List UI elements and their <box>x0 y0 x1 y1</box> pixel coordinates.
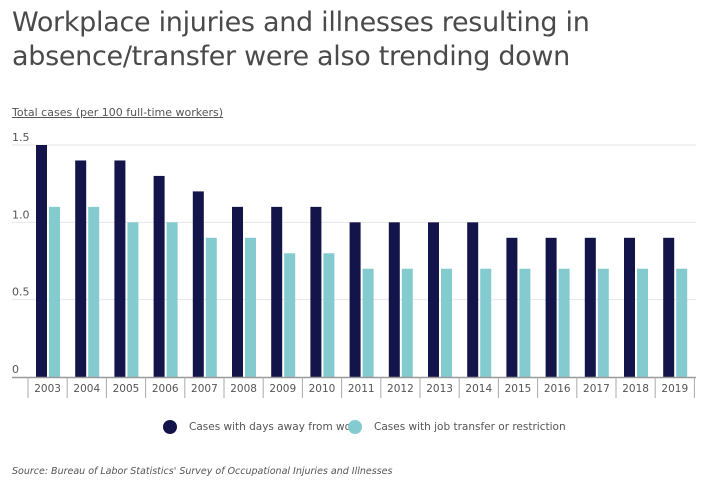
bar-job-transfer-2005 <box>127 222 139 377</box>
chart-title-line-1: Workplace injuries and illnesses resulti… <box>12 7 590 38</box>
legend-swatch-days-away <box>163 420 177 434</box>
x-tick-label: 2009 <box>269 383 296 395</box>
legend: Cases with days away from work Cases wit… <box>0 420 714 442</box>
x-axis: 2003 2004 2005 2006 2007 2008 2009 2010 2011 2012… <box>12 376 696 398</box>
legend-item-days-away: Cases with days away from work <box>163 420 361 434</box>
bar-days-away-2011 <box>349 222 361 377</box>
y-axis-label: Total cases (per 100 full-time workers) <box>12 106 224 119</box>
legend-label-days-away: Cases with days away from work <box>189 421 362 433</box>
bar-job-transfer-2012 <box>401 268 413 377</box>
bar-job-transfer-2013 <box>441 268 452 377</box>
bar-days-away-2013 <box>428 222 439 377</box>
bar-days-away-2014 <box>467 222 479 377</box>
bar-days-away-2012 <box>388 222 400 377</box>
x-tick-label: 2010 <box>309 383 336 395</box>
bar-days-away-2007 <box>192 191 204 377</box>
bar-days-away-2003 <box>36 145 47 377</box>
x-tick-label: 2014 <box>465 383 492 395</box>
bar-job-transfer-2017 <box>597 268 609 377</box>
x-tick-label: 2012 <box>387 383 414 395</box>
x-tick-label: 2006 <box>152 383 179 395</box>
x-tick-label: 2007 <box>191 383 218 395</box>
bar-job-transfer-2007 <box>205 237 217 377</box>
bar-days-away-2005 <box>114 160 126 377</box>
bar-job-transfer-2011 <box>362 268 374 377</box>
chart-title: Workplace injuries and illnesses resulti… <box>12 6 702 74</box>
chart-title-line-2: absence/transfer were also trending down <box>12 41 570 72</box>
x-tick-label: 2016 <box>544 383 571 395</box>
y-tick-label: 0.5 <box>12 286 30 299</box>
y-tick-labels: 0 0.5 1.0 1.5 <box>12 131 30 376</box>
bar-days-away-2010 <box>310 206 322 377</box>
bar-days-away-2006 <box>153 175 165 377</box>
bar-days-away-2017 <box>584 237 596 377</box>
x-tick-label: 2011 <box>348 383 375 395</box>
bar-days-away-2008 <box>232 206 243 377</box>
bar-job-transfer-2008 <box>245 237 256 377</box>
source-note: Source: Bureau of Labor Statistics' Surv… <box>12 466 393 477</box>
y-tick-label: 0 <box>12 363 19 376</box>
x-tick-label: 2005 <box>113 383 140 395</box>
x-tick-label: 2018 <box>622 383 649 395</box>
bar-job-transfer-2004 <box>88 206 100 377</box>
x-tick-label: 2004 <box>73 383 100 395</box>
bar-job-transfer-2009 <box>284 253 296 377</box>
bar-job-transfer-2006 <box>166 222 178 377</box>
legend-swatch-job-transfer <box>348 420 362 434</box>
bar-days-away-2009 <box>271 206 283 377</box>
bar-job-transfer-2019 <box>676 268 688 377</box>
y-tick-label: 1.0 <box>12 208 30 221</box>
legend-label-job-transfer: Cases with job transfer or restriction <box>374 421 566 433</box>
bar-job-transfer-2010 <box>323 253 335 377</box>
x-tick-label: 2015 <box>505 383 532 395</box>
bar-days-away-2016 <box>545 237 557 377</box>
legend-item-job-transfer: Cases with job transfer or restriction <box>348 420 566 434</box>
bar-chart: 00.51.01.5 2003 2004 2005 2006 2007 2008 2009 2… <box>12 131 696 398</box>
bar-days-away-2018 <box>624 237 635 377</box>
x-tick-label: 2019 <box>661 383 688 395</box>
bar-job-transfer-2015 <box>519 268 531 377</box>
x-tick-label: 2017 <box>583 383 610 395</box>
x-tick-label: 2008 <box>230 383 257 395</box>
bar-job-transfer-2014 <box>480 268 492 377</box>
bar-job-transfer-2018 <box>637 268 648 377</box>
bar-days-away-2004 <box>75 160 87 377</box>
x-tick-label: 2003 <box>34 383 61 395</box>
bars <box>36 145 688 377</box>
bar-job-transfer-2003 <box>49 206 60 377</box>
y-tick-label: 1.5 <box>12 131 30 144</box>
bar-days-away-2015 <box>506 237 518 377</box>
bar-job-transfer-2016 <box>558 268 570 377</box>
bar-days-away-2019 <box>663 237 675 377</box>
x-tick-label: 2013 <box>426 383 453 395</box>
